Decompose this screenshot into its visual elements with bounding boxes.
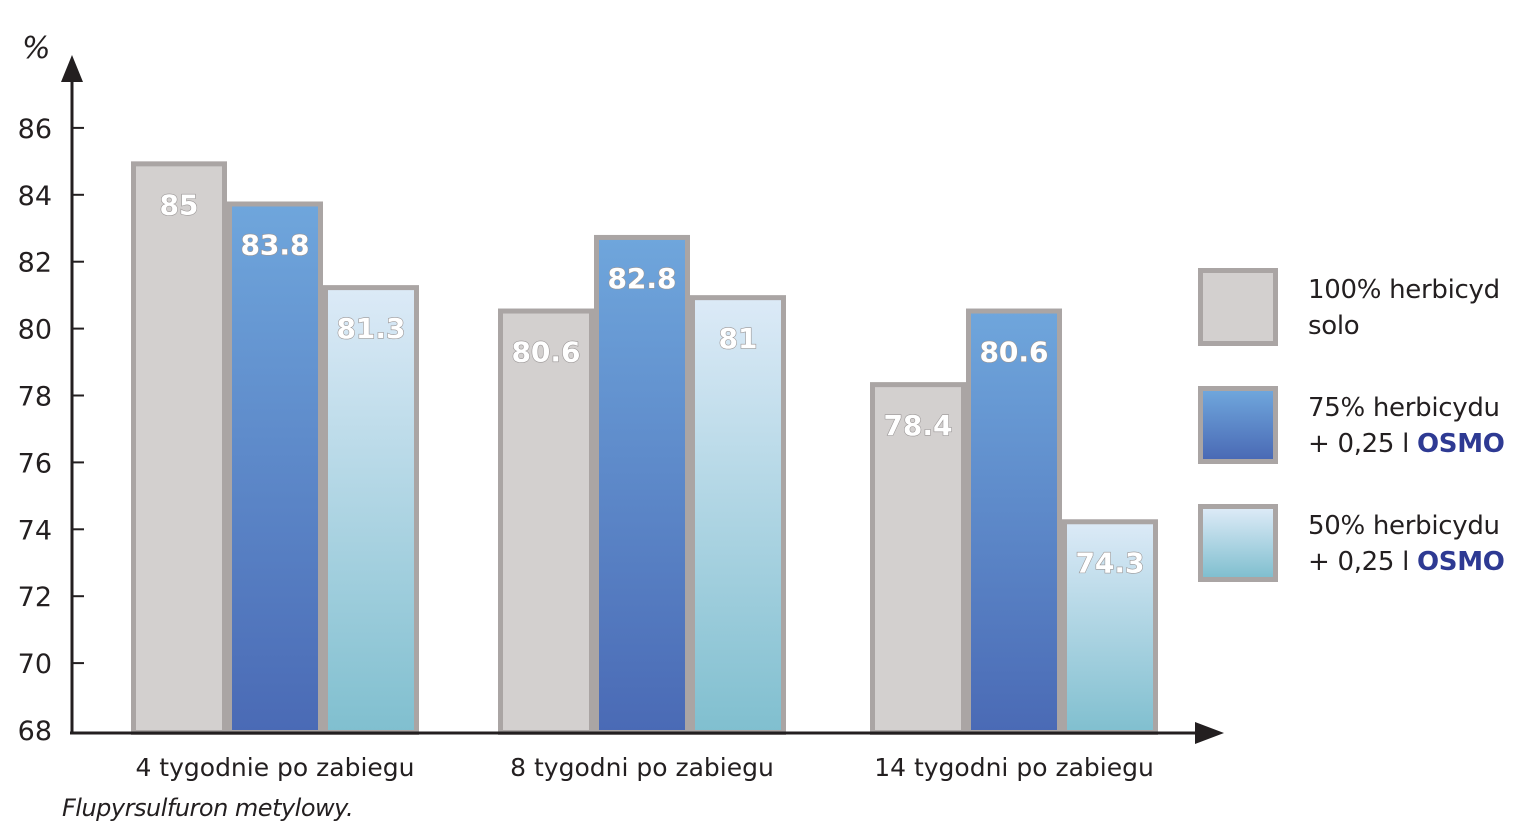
y-tick-label: 78 <box>18 382 52 413</box>
legend-label: + 0,25 l <box>1308 547 1417 577</box>
legend-label: 50% herbicydu <box>1308 511 1500 541</box>
bar-value-label: 81.3 <box>336 312 405 345</box>
y-tick-label: 74 <box>18 515 52 546</box>
x-category-label: 4 tygodnie po zabiegu <box>135 753 414 782</box>
bar-value-label: 81 <box>719 322 758 355</box>
bar-value-label: 80.6 <box>511 336 580 369</box>
bar-value-label: 80.6 <box>979 336 1048 369</box>
y-tick-label: 72 <box>18 582 52 613</box>
bar <box>498 308 594 735</box>
bar-value-label: 74.3 <box>1075 546 1144 579</box>
bar <box>323 285 419 735</box>
bar-value-label: 85 <box>160 188 199 221</box>
bar <box>690 295 786 735</box>
y-tick-label: 86 <box>18 114 52 145</box>
legend-item-50: 50% herbicydu + 0,25 l OSMO <box>1198 504 1538 584</box>
x-category-label: 8 tygodni po zabiegu <box>510 753 774 782</box>
legend-label: 100% herbicyd <box>1308 275 1500 305</box>
bar-value-label: 82.8 <box>607 262 676 295</box>
y-tick-label: 68 <box>18 716 52 747</box>
legend-swatch <box>1198 268 1278 346</box>
footnote: Flupyrsulfuron metylowy. <box>62 794 354 822</box>
bar <box>131 161 227 736</box>
x-axis-arrow <box>1195 722 1224 744</box>
legend-label: + 0,25 l <box>1308 429 1417 459</box>
x-category-label: 14 tygodni po zabiegu <box>874 753 1154 782</box>
y-tick-label: 82 <box>18 248 52 279</box>
brand-osmo: OSMO <box>1417 547 1505 577</box>
brand-osmo: OSMO <box>1417 429 1505 459</box>
bar-value-label: 78.4 <box>883 409 952 442</box>
y-axis-arrow <box>61 55 83 82</box>
bar-value-label: 83.8 <box>240 228 309 261</box>
bar <box>594 234 690 735</box>
bar <box>966 308 1062 735</box>
legend-swatch <box>1198 504 1278 582</box>
bar <box>1062 519 1158 736</box>
legend-item-75: 75% herbicydu + 0,25 l OSMO <box>1198 386 1538 466</box>
legend-label: solo <box>1308 311 1360 341</box>
y-tick-label: 84 <box>18 181 52 212</box>
bar <box>227 201 323 736</box>
legend-item-solo: 100% herbicyd solo <box>1198 268 1538 348</box>
y-tick-label: 76 <box>18 448 52 479</box>
y-tick-label: 70 <box>18 649 52 680</box>
legend-label: 75% herbicydu <box>1308 393 1500 423</box>
legend-swatch <box>1198 386 1278 464</box>
y-axis-label: % <box>22 31 51 66</box>
y-tick-label: 80 <box>18 315 52 346</box>
